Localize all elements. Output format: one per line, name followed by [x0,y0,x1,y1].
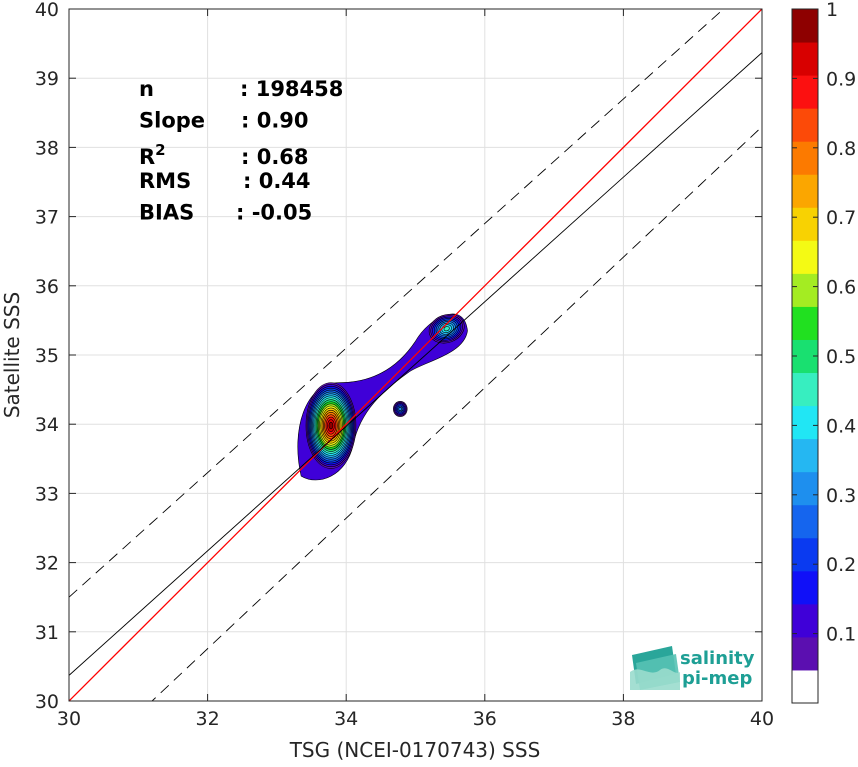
colorbar-segment [792,207,818,241]
density-contours [297,313,468,481]
colorbar: 0.1 0.2 0.3 0.4 0.5 0.6 0.7 0.8 0.9 1 [791,0,856,704]
colorbar-tick-label: 0.3 [826,485,856,507]
colorbar-tick-label: 0.9 [826,68,856,90]
colorbar-tick-label: 1 [826,0,838,21]
colorbar-segment [792,141,818,175]
colorbar-segment [792,372,818,407]
stat-value: : -0.05 [236,201,312,225]
colorbar-segment [792,42,818,76]
density-contour-main [328,421,334,430]
x-tick-label: 34 [334,708,358,730]
x-axis-label: TSG (NCEI-0170743) SSS [289,738,541,762]
x-axis-ticks: 30 32 34 36 38 40 [57,9,774,730]
stat-value: : 0.44 [243,169,311,193]
stat-value: : 198458 [240,77,343,101]
stat-label: Slope [139,108,205,132]
line-lower [151,126,762,701]
colorbar-tick-label: 0.7 [826,207,856,229]
y-tick-label: 32 [35,553,59,575]
x-tick-label: 36 [473,708,497,730]
colorbar-segment [792,438,818,473]
stat-value: : 0.68 [241,145,309,169]
colorbar-segment [792,636,818,671]
stat-label: RMS [139,169,191,193]
stat-value: : 0.90 [241,108,309,132]
logo-line2: pi-mep [682,668,752,689]
colorbar-segment [792,669,818,704]
colorbar-tick-label: 0.2 [826,554,856,576]
stats-box: n : 198458 Slope : 0.90 R2 : 0.68 RMS : 0.44 BIA… [139,77,343,225]
colorbar-segment [792,570,818,605]
line-fit [69,52,762,676]
logo-mark-icon [630,646,680,690]
colorbar-segment [792,273,818,307]
colorbar-segment [792,405,818,440]
logo-line1: salinity [680,648,755,669]
y-tick-label: 31 [35,622,59,644]
colorbar-segment [792,471,818,506]
colorbar-segment [792,75,818,109]
y-tick-label: 34 [35,414,59,436]
density-contour-small [398,407,403,411]
line-1-1 [69,9,762,701]
y-tick-label: 30 [35,691,59,713]
colorbar-segment [792,603,818,638]
y-tick-label: 39 [35,68,59,90]
stat-label: n [139,77,154,101]
colorbar-segment [792,537,818,572]
colorbar-segment [792,108,818,142]
colorbar-segment [792,504,818,539]
colorbar-segment [792,174,818,208]
colorbar-tick-label: 0.1 [826,624,856,646]
colorbar-tick-label: 0.6 [826,277,856,299]
y-axis-ticks: 30 31 32 33 34 35 36 37 38 39 40 [35,0,762,713]
y-tick-label: 40 [35,0,59,21]
x-tick-label: 40 [750,708,774,730]
stat-label: BIAS [139,201,194,225]
salinity-pi-mep-logo: salinity pi-mep [630,646,755,690]
y-tick-label: 38 [35,137,59,159]
x-tick-label: 30 [57,708,81,730]
y-tick-label: 37 [35,207,59,229]
colorbar-segment [792,9,818,43]
colorbar-segment [792,240,818,274]
line-upper [69,9,725,598]
y-tick-label: 36 [35,276,59,298]
colorbar-tick-label: 0.5 [826,346,856,368]
colorbar-segment [792,306,818,340]
x-tick-label: 38 [611,708,635,730]
colorbar-tick-label: 0.4 [826,415,856,437]
stat-label: R2 [139,141,166,169]
y-tick-label: 35 [35,345,59,367]
colorbar-tick-label: 0.8 [826,138,856,160]
y-tick-label: 33 [35,483,59,505]
density-contour-upper [443,326,450,332]
regression-lines [69,9,762,701]
x-tick-label: 32 [196,708,220,730]
y-axis-label: Satellite SSS [0,292,24,418]
stat-superscript: 2 [155,141,165,159]
